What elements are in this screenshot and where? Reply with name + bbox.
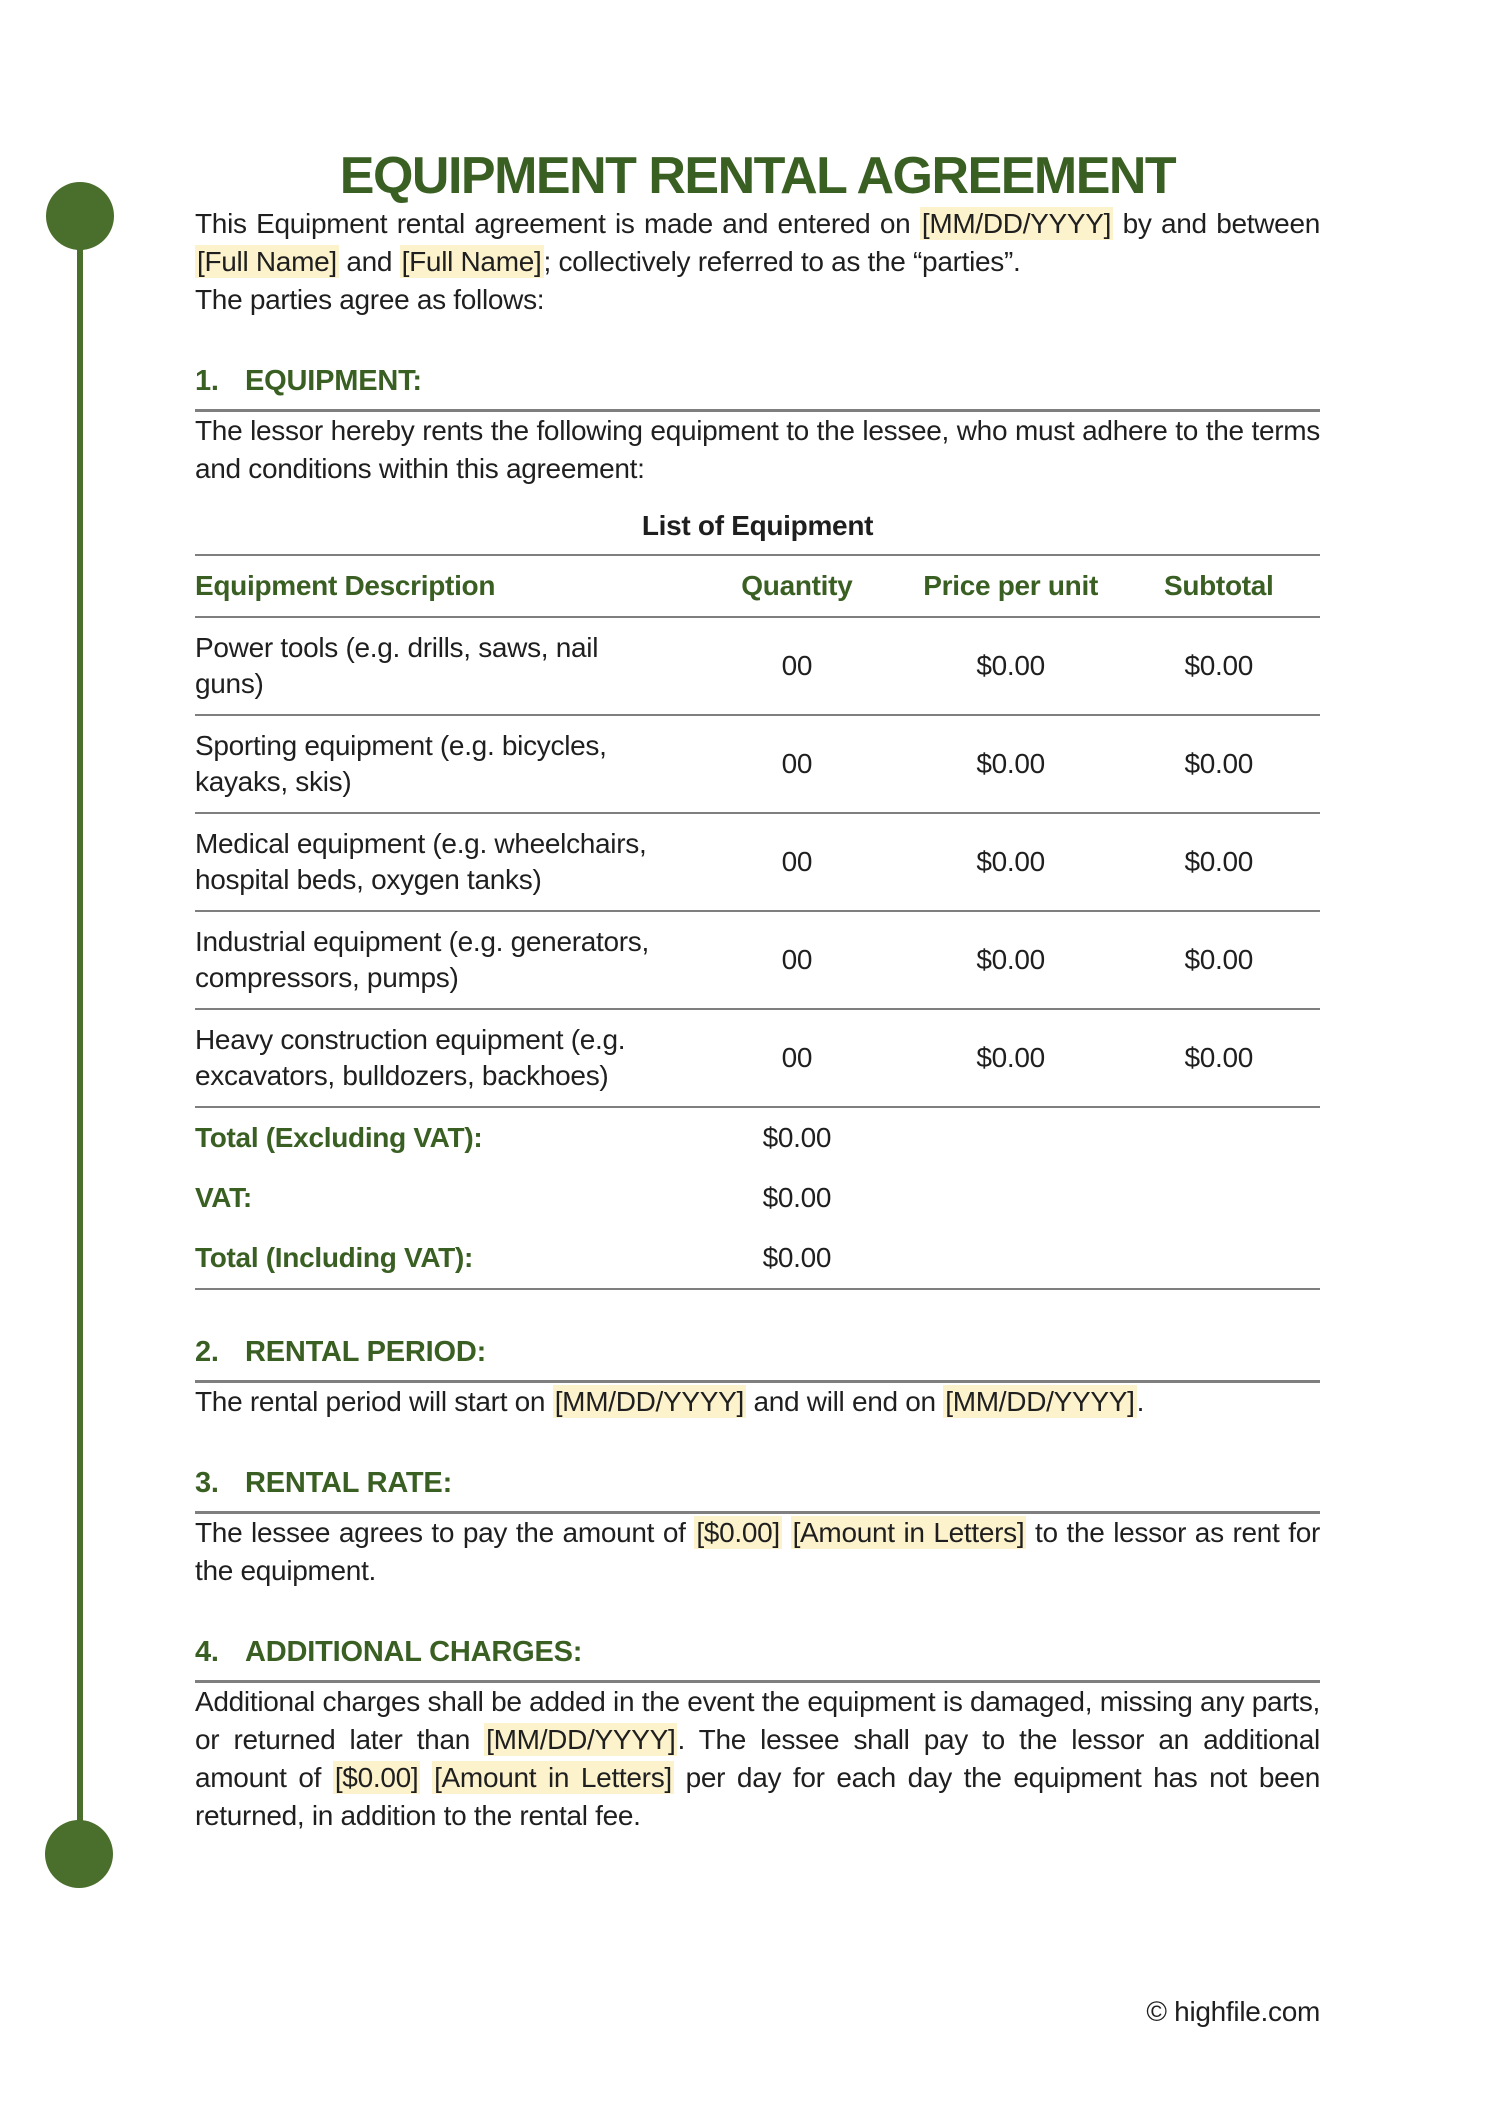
section-rule xyxy=(195,409,1320,413)
equipment-description: Medical equipment (e.g. wheelchairs, hos… xyxy=(195,813,690,913)
rental-amount-field: [$0.00] xyxy=(694,1516,782,1550)
footer-copyright: © highfile.com xyxy=(1146,1996,1320,2027)
section-heading-equipment: 1. EQUIPMENT: xyxy=(195,365,1320,398)
equipment-table-header-row: Equipment Description Quantity Price per… xyxy=(195,555,1320,619)
equipment-quantity: 00 xyxy=(690,1009,904,1109)
column-header-quantity: Quantity xyxy=(690,555,904,619)
section-rule xyxy=(195,1680,1320,1684)
additional-charges-text-2: . The lessee shall pay to the lessor an … xyxy=(195,1724,1320,1794)
section-heading-label: RENTAL PERIOD: xyxy=(245,1336,487,1369)
table-row: Industrial equipment (e.g. generators, c… xyxy=(195,911,1320,1011)
total-including-vat-value: $0.00 xyxy=(690,1228,904,1291)
section-number: 3. xyxy=(195,1467,219,1500)
section-heading-rental-rate: 3. RENTAL RATE: xyxy=(195,1467,1320,1500)
section-equipment-paragraph: The lessor hereby rents the following eq… xyxy=(195,415,1320,485)
equipment-price-per-unit: $0.00 xyxy=(903,1009,1118,1109)
equipment-subtotal: $0.00 xyxy=(1117,715,1320,815)
equipment-subtotal: $0.00 xyxy=(1117,911,1320,1011)
intro-text-4: ; collectively referred to as the “parti… xyxy=(543,246,1021,278)
rental-rate-text-1: The lessee agrees to pay the amount of xyxy=(195,1517,695,1549)
section-rule xyxy=(195,1380,1320,1384)
totals-row-excluding-vat: Total (Excluding VAT): $0.00 xyxy=(195,1107,1320,1168)
lessee-name-field: [Full Name] xyxy=(399,245,544,279)
section-heading-label: RENTAL RATE: xyxy=(245,1467,453,1500)
table-row: Heavy construction equipment (e.g. excav… xyxy=(195,1009,1320,1109)
decorative-circle-bottom xyxy=(45,1820,113,1888)
section-rule xyxy=(195,1511,1320,1515)
equipment-quantity: 00 xyxy=(690,617,904,717)
document-content: EQUIPMENT RENTAL AGREEMENT This Equipmen… xyxy=(195,0,1320,1835)
intro-paragraph: This Equipment rental agreement is made … xyxy=(195,205,1320,281)
additional-amount-field: [$0.00] xyxy=(332,1761,421,1795)
section-heading-rental-period: 2. RENTAL PERIOD: xyxy=(195,1336,1320,1369)
table-row: Medical equipment (e.g. wheelchairs, hos… xyxy=(195,813,1320,913)
additional-charges-text-3 xyxy=(420,1762,432,1793)
equipment-price-per-unit: $0.00 xyxy=(903,813,1118,913)
totals-row-vat: VAT: $0.00 xyxy=(195,1168,1320,1228)
column-header-price-per-unit: Price per unit xyxy=(903,555,1118,619)
intro-text-2: by and between xyxy=(1113,208,1321,240)
equipment-subtotal: $0.00 xyxy=(1117,813,1320,913)
equipment-subtotal: $0.00 xyxy=(1117,1009,1320,1109)
section-additional-charges-paragraph: Additional charges shall be added in the… xyxy=(195,1683,1320,1835)
section-number: 4. xyxy=(195,1636,219,1669)
page-title: EQUIPMENT RENTAL AGREEMENT xyxy=(339,147,1177,205)
equipment-quantity: 00 xyxy=(690,813,904,913)
section-rental-rate-paragraph: The lessee agrees to pay the amount of [… xyxy=(195,1514,1320,1590)
lessor-name-field: [Full Name] xyxy=(195,245,339,279)
rental-rate-text-2 xyxy=(782,1517,791,1548)
section-heading-label: EQUIPMENT: xyxy=(245,365,422,398)
equipment-table-caption: List of Equipment xyxy=(641,510,874,542)
rental-end-date-field: [MM/DD/YYYY] xyxy=(943,1385,1137,1419)
section-number: 1. xyxy=(195,365,219,398)
equipment-description: Power tools (e.g. drills, saws, nail gun… xyxy=(195,617,690,717)
equipment-description: Heavy construction equipment (e.g. excav… xyxy=(195,1009,690,1109)
total-including-vat-label: Total (Including VAT): xyxy=(195,1228,690,1291)
total-excluding-vat-value: $0.00 xyxy=(762,1122,832,1154)
section-rental-period-paragraph: The rental period will start on [MM/DD/Y… xyxy=(195,1383,1320,1421)
section-number: 2. xyxy=(195,1336,219,1369)
vat-value: $0.00 xyxy=(762,1182,832,1214)
intro-text-1: This Equipment rental agreement is made … xyxy=(195,208,920,240)
equipment-table: Equipment Description Quantity Price per… xyxy=(195,554,1320,1291)
vat-label: VAT: xyxy=(195,1182,252,1214)
return-date-field: [MM/DD/YYYY] xyxy=(484,1723,678,1757)
decorative-vertical-line xyxy=(77,215,83,1855)
rental-amount-letters-field: [Amount in Letters] xyxy=(790,1516,1027,1550)
column-header-subtotal: Subtotal xyxy=(1117,555,1320,619)
equipment-price-per-unit: $0.00 xyxy=(903,911,1118,1011)
table-row: Power tools (e.g. drills, saws, nail gun… xyxy=(195,617,1320,717)
agreement-line: The parties agree as follows: xyxy=(195,284,545,316)
equipment-quantity: 00 xyxy=(690,911,904,1011)
equipment-price-per-unit: $0.00 xyxy=(903,715,1118,815)
additional-charges-text-1: Additional charges shall be added in the… xyxy=(195,1686,1320,1756)
rental-period-text-1: The rental period will start on xyxy=(195,1386,553,1418)
additional-charges-text-4: per day for each day the equipment has n… xyxy=(195,1762,1320,1832)
totals-row-including-vat: Total (Including VAT): $0.00 xyxy=(195,1228,1320,1291)
equipment-quantity: 00 xyxy=(690,715,904,815)
rental-rate-text-3: to the lessor as rent for the equipment. xyxy=(195,1517,1321,1587)
intro-text-3: and xyxy=(338,246,400,278)
equipment-price-per-unit: $0.00 xyxy=(903,617,1118,717)
section-heading-label: ADDITIONAL CHARGES: xyxy=(245,1636,583,1669)
section-heading-additional-charges: 4. ADDITIONAL CHARGES: xyxy=(195,1636,1320,1669)
rental-period-text-3: . xyxy=(1136,1386,1145,1418)
rental-period-text-2: and will end on xyxy=(746,1386,944,1418)
agreement-date-field: [MM/DD/YYYY] xyxy=(919,207,1114,241)
rental-start-date-field: [MM/DD/YYYY] xyxy=(552,1385,746,1419)
equipment-description: Industrial equipment (e.g. generators, c… xyxy=(195,911,690,1011)
column-header-description: Equipment Description xyxy=(195,555,690,619)
table-row: Sporting equipment (e.g. bicycles, kayak… xyxy=(195,715,1320,815)
additional-amount-letters-field: [Amount in Letters] xyxy=(432,1761,674,1795)
total-excluding-vat-label: Total (Excluding VAT): xyxy=(195,1122,483,1154)
equipment-description: Sporting equipment (e.g. bicycles, kayak… xyxy=(195,715,690,815)
equipment-subtotal: $0.00 xyxy=(1117,617,1320,717)
